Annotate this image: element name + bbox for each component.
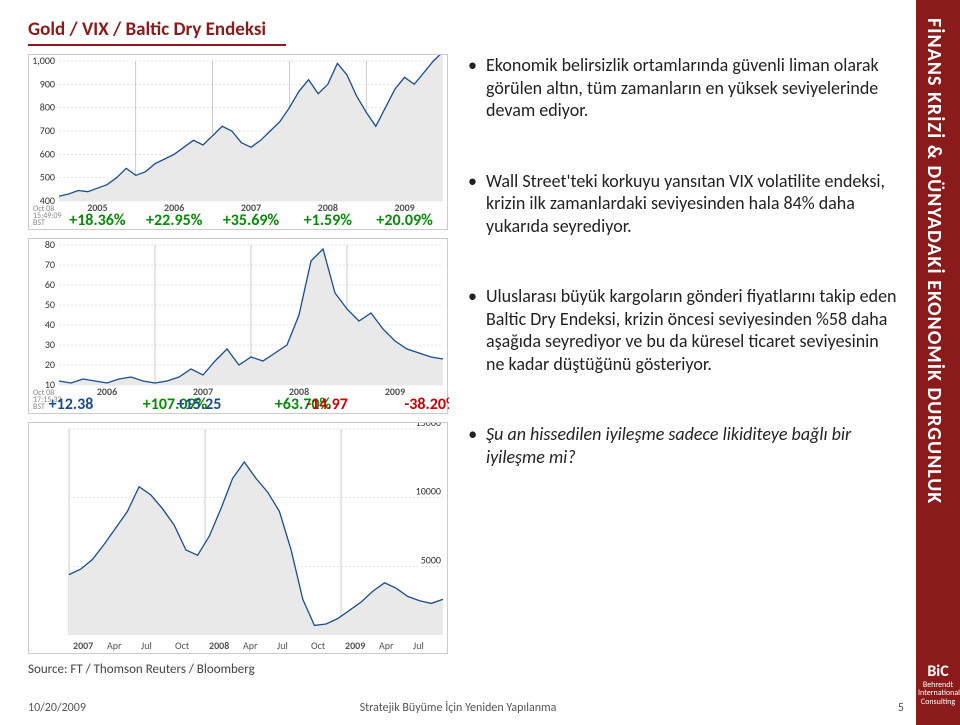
footer-page: 5 <box>898 701 904 715</box>
svg-text:Apr: Apr <box>107 639 122 652</box>
svg-text:2006: 2006 <box>97 385 117 398</box>
bullet-4-text: Şu an hissedilen iyileşme sadece likidit… <box>486 423 900 468</box>
title-underline <box>28 44 286 46</box>
footer-center: Stratejik Büyüme İçin Yeniden Yapılanma <box>0 701 916 715</box>
bullet-2: • Wall Street'teki korkuyu yansıtan VIX … <box>468 170 900 238</box>
svg-text:600: 600 <box>40 147 55 160</box>
svg-text:Jul: Jul <box>277 639 288 652</box>
svg-text:+18.36%: +18.36% <box>69 211 126 230</box>
svg-text:5000: 5000 <box>421 553 441 566</box>
svg-text:70: 70 <box>45 258 55 271</box>
svg-text:2009: 2009 <box>385 385 405 398</box>
bullet-dot-icon: • <box>468 54 486 122</box>
svg-text:900: 900 <box>40 77 55 90</box>
bullet-2-text: Wall Street'teki korkuyu yansıtan VIX vo… <box>486 170 900 238</box>
svg-text:700: 700 <box>40 124 55 137</box>
bullet-dot-icon: • <box>468 423 486 468</box>
svg-text:-38.20%: -38.20% <box>404 395 449 414</box>
gold-chart: 4005006007008009001,00020052006200720082… <box>28 54 448 230</box>
source-line: Source: FT / Thomson Reuters / Bloomberg <box>28 662 255 677</box>
svg-text:10000: 10000 <box>416 485 441 498</box>
svg-text:+35.69%: +35.69% <box>223 211 280 230</box>
svg-text:BST: BST <box>33 402 45 412</box>
bullet-1-text: Ekonomik belirsizlik ortamlarında güvenl… <box>486 54 900 122</box>
sidebar-heading: FİNANS KRİZİ & DÜNYADAKİ EKONOMİK DURGUN… <box>922 18 946 504</box>
svg-text:80: 80 <box>45 239 55 251</box>
brand-block: BiC Behrendt International Consulting <box>918 663 958 707</box>
svg-text:Jul: Jul <box>141 639 152 652</box>
svg-text:+20.09%: +20.09% <box>376 211 433 230</box>
svg-text:50: 50 <box>45 298 55 311</box>
bullet-dot-icon: • <box>468 170 486 238</box>
svg-text:1,000: 1,000 <box>32 55 55 67</box>
svg-text:20: 20 <box>45 358 55 371</box>
bullet-3-text: Uluslarası büyük kargoların gönderi fiya… <box>486 285 900 375</box>
svg-text:30: 30 <box>45 338 55 351</box>
brand-bic: BiC <box>918 663 958 681</box>
svg-text:2009: 2009 <box>345 639 365 652</box>
svg-text:60: 60 <box>45 278 55 291</box>
page-title: Gold / VIX / Baltic Dry Endeksi <box>28 18 266 41</box>
svg-text:Oct: Oct <box>311 639 326 652</box>
bullet-dot-icon: • <box>468 285 486 375</box>
svg-text:BST: BST <box>33 218 45 228</box>
bullet-4: • Şu an hissedilen iyileşme sadece likid… <box>468 423 900 468</box>
svg-text:+12.38: +12.38 <box>49 395 94 414</box>
bullet-list: • Ekonomik belirsizlik ortamlarında güve… <box>468 54 900 516</box>
svg-text:-14.97: -14.97 <box>306 395 348 414</box>
svg-text:+1.59%: +1.59% <box>304 211 353 230</box>
svg-text:Apr: Apr <box>379 639 394 652</box>
svg-text:40: 40 <box>45 318 55 331</box>
baltic-dry-chart: 5000 10000 15000 2007 Apr Jul Oct 2008 Apr Jul Oct… <box>28 422 448 654</box>
vix-chart: 10203040506070802006200720082009Oct 0817… <box>28 238 448 414</box>
svg-text:500: 500 <box>40 171 55 184</box>
svg-text:800: 800 <box>40 101 55 114</box>
bullet-3: • Uluslarası büyük kargoların gönderi fi… <box>468 285 900 375</box>
svg-text:Jul: Jul <box>413 639 424 652</box>
svg-text:+22.95%: +22.95% <box>146 211 203 230</box>
svg-text:15000: 15000 <box>416 423 441 429</box>
bullet-1: • Ekonomik belirsizlik ortamlarında güve… <box>468 54 900 122</box>
svg-text:2008: 2008 <box>209 639 229 652</box>
svg-text:+15.25: +15.25 <box>177 395 222 414</box>
svg-text:Oct: Oct <box>175 639 190 652</box>
brand-sub: International Consulting <box>918 689 958 707</box>
svg-text:Apr: Apr <box>243 639 258 652</box>
sidebar: FİNANS KRİZİ & DÜNYADAKİ EKONOMİK DURGUN… <box>916 0 960 725</box>
svg-text:2007: 2007 <box>73 639 93 652</box>
